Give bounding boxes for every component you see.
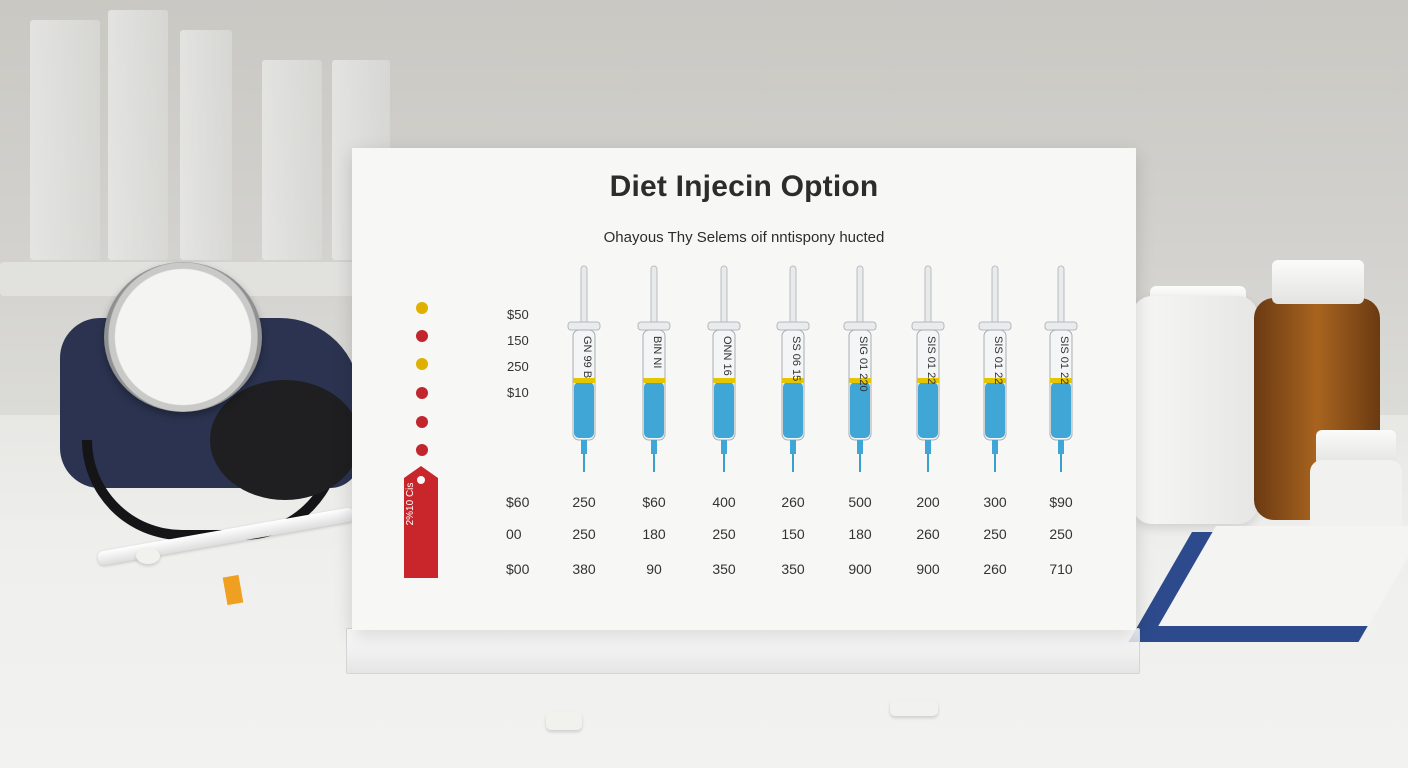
syringe-label: SIG 01 220 [857, 336, 869, 392]
table-cell: 350 [781, 561, 805, 577]
status-dot [416, 302, 428, 314]
binder [180, 30, 232, 260]
price-label: $50 [507, 307, 529, 322]
price-label: $10 [507, 385, 529, 400]
table-cell: 250 [572, 526, 596, 542]
table-cell: 250 [1049, 526, 1073, 542]
tag-label: 2%10 Cis [405, 482, 416, 526]
card-title: Diet Injecin Option [609, 170, 879, 203]
table-cell: 710 [1049, 561, 1073, 577]
price-tag [404, 466, 438, 578]
table-cell: $60 [642, 494, 666, 510]
tag-hole [417, 476, 425, 484]
table-cell: 180 [642, 526, 666, 542]
syringe-label: SIS 01 22 [992, 336, 1004, 384]
table-cell: 250 [572, 494, 596, 510]
pressure-gauge [104, 262, 262, 412]
syringe: BIN NI [637, 265, 671, 472]
syringe-label: ONN 16 [721, 336, 733, 376]
binder [262, 60, 322, 260]
row-label: 00 [506, 526, 522, 542]
amber-bottle-cap [1272, 260, 1364, 304]
status-dot [416, 358, 428, 370]
table-cell: 350 [712, 561, 736, 577]
card-subtitle: Ohayous Thy Selems oif nntispony hucted [603, 229, 885, 246]
syringe: SIG 01 220 [843, 265, 877, 472]
syringe-label: BIN NI [651, 336, 663, 368]
white-pill-bottle [1132, 296, 1258, 524]
table-cell: 250 [983, 526, 1007, 542]
syringe: SS 06 15 [776, 265, 810, 472]
table-cell: 900 [916, 561, 940, 577]
table-cell: 400 [712, 494, 736, 510]
status-dot [416, 416, 428, 428]
syringe-label: SS 06 15 [790, 336, 802, 381]
info-card [352, 148, 1136, 630]
syringe-label: GN 99 B [581, 336, 593, 378]
table-cell: 380 [572, 561, 596, 577]
status-dot [416, 444, 428, 456]
table-cell: 300 [983, 494, 1007, 510]
syringe: SIS 01 22 [911, 265, 945, 472]
price-label: 150 [507, 333, 529, 348]
status-dot [416, 387, 428, 399]
table-cell: 260 [983, 561, 1007, 577]
syringe: ONN 16 [707, 265, 741, 472]
table-cell: 500 [848, 494, 872, 510]
pill [546, 712, 582, 730]
syringe: GN 99 B [567, 265, 601, 472]
binder [108, 10, 168, 260]
row-label: $60 [506, 494, 530, 510]
binder [30, 20, 100, 260]
table-cell: 260 [781, 494, 805, 510]
table-cell: 250 [712, 526, 736, 542]
syringe-label: SIS 01 22 [1058, 336, 1070, 384]
pump-bulb [210, 380, 360, 500]
acrylic-stand [346, 628, 1140, 674]
table-cell: 90 [646, 561, 662, 577]
table-cell: 200 [916, 494, 940, 510]
table-cell: 150 [781, 526, 805, 542]
syringe: SIS 01 22 [978, 265, 1012, 472]
syringe-label: SIS 01 22 [925, 336, 937, 384]
table-cell: $90 [1049, 494, 1073, 510]
row-label: $00 [506, 561, 530, 577]
price-label: 250 [507, 359, 529, 374]
pill [136, 548, 160, 564]
syringe: SIS 01 22 [1044, 265, 1078, 472]
status-dot [416, 330, 428, 342]
table-cell: 900 [848, 561, 872, 577]
pill [890, 700, 938, 716]
table-cell: 260 [916, 526, 940, 542]
table-cell: 180 [848, 526, 872, 542]
